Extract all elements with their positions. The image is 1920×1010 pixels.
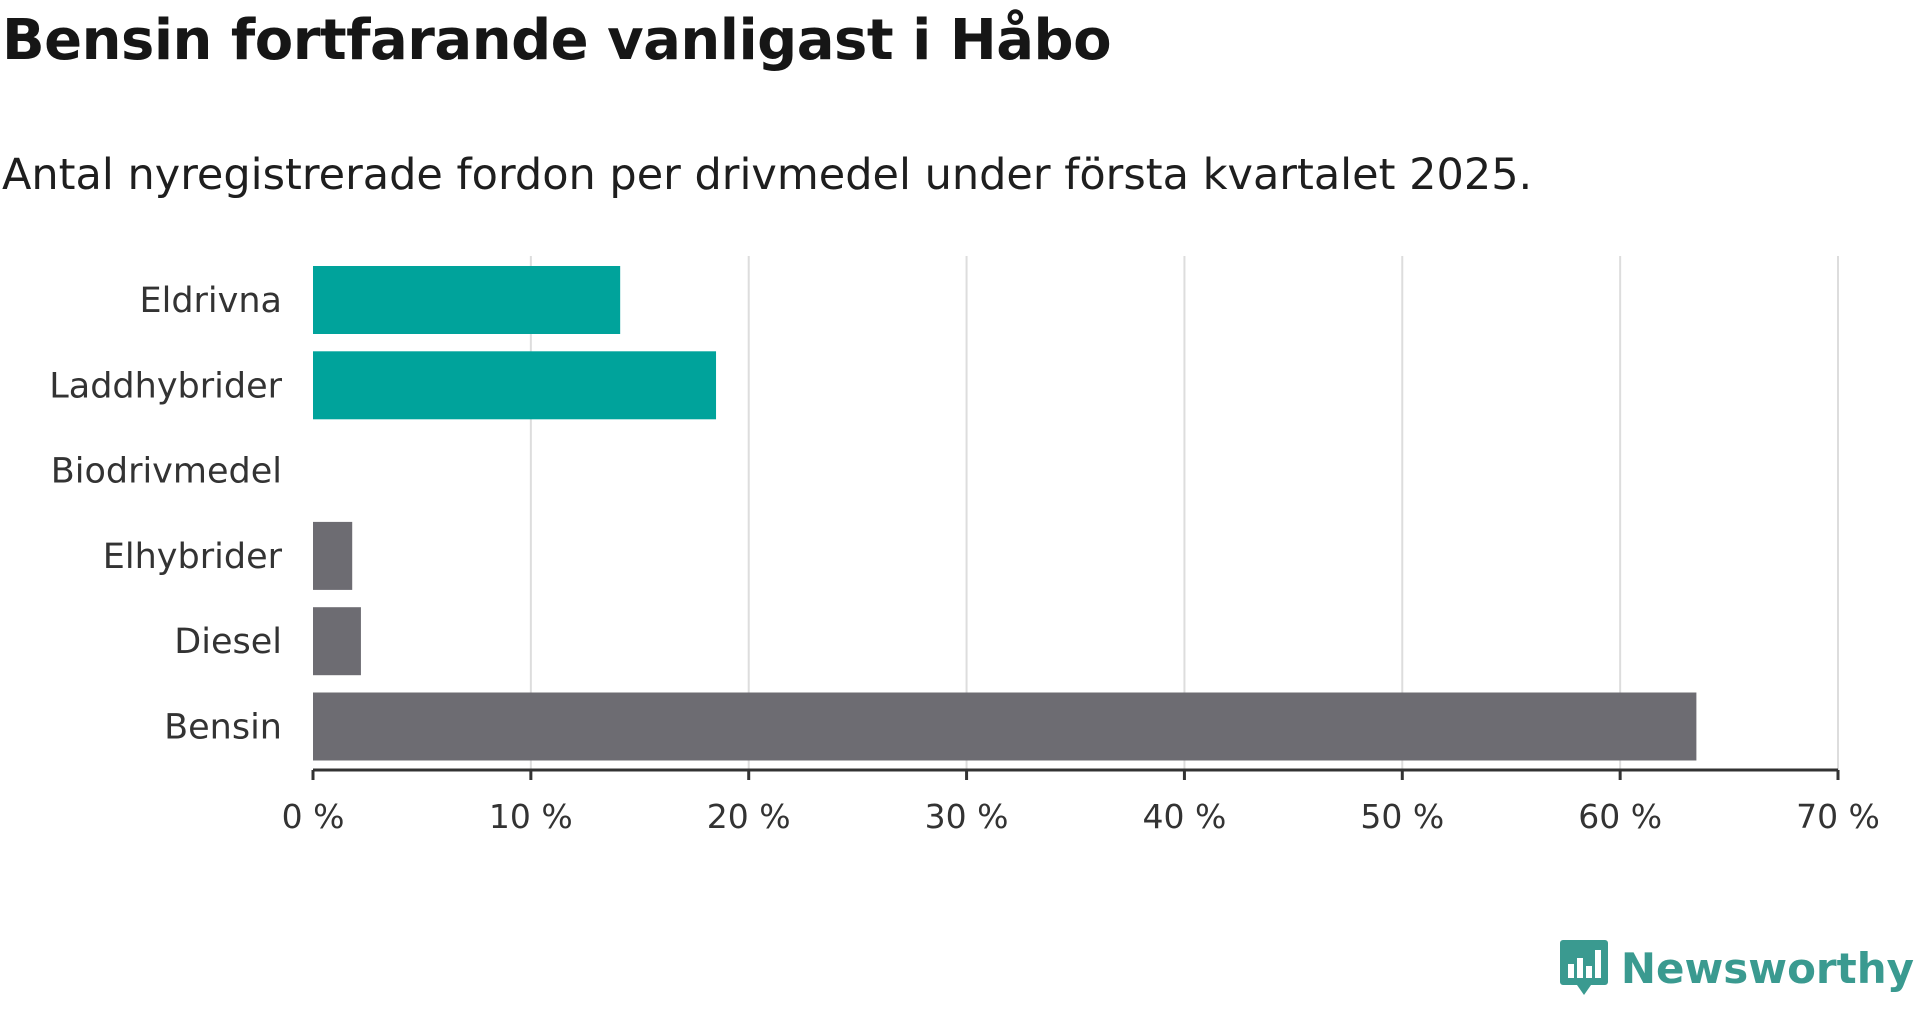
grid-lines bbox=[529, 256, 1839, 770]
bar-diesel bbox=[313, 607, 361, 676]
category-label: Elhybrider bbox=[103, 537, 283, 577]
category-label: Eldrivna bbox=[139, 281, 282, 321]
brand-logo: Newsworthy bbox=[1559, 938, 1914, 998]
x-axis: 0 % 10 % 20 % 30 % 40 % 50 % 60 % 70 % bbox=[282, 768, 1880, 836]
x-tick-label: 70 % bbox=[1796, 797, 1880, 836]
x-tick-label: 50 % bbox=[1360, 797, 1444, 836]
x-tick-label: 20 % bbox=[707, 797, 791, 836]
x-tick-label: 10 % bbox=[489, 797, 573, 836]
category-labels: Eldrivna Laddhybrider Biodrivmedel Elhybrid… bbox=[49, 281, 282, 748]
category-label: Laddhybrider bbox=[49, 366, 282, 406]
category-label: Diesel bbox=[174, 622, 282, 662]
newsworthy-logo-icon bbox=[1559, 940, 1608, 995]
x-tick-label: 30 % bbox=[925, 797, 1009, 836]
x-tick-label: 60 % bbox=[1578, 797, 1662, 836]
x-tick-label: 40 % bbox=[1143, 797, 1227, 836]
bar-elhybrider bbox=[313, 521, 353, 590]
bar-bensin bbox=[313, 692, 1697, 761]
chart-subtitle: Antal nyregistrerade fordon per drivmede… bbox=[2, 150, 1533, 200]
chart-title: Bensin fortfarande vanligast i Håbo bbox=[2, 8, 1112, 73]
x-tick-label: 0 % bbox=[282, 797, 345, 836]
category-label: Biodrivmedel bbox=[51, 452, 282, 492]
category-label: Bensin bbox=[164, 708, 282, 748]
bar-eldrivna bbox=[313, 266, 621, 334]
bar-laddhybrider bbox=[313, 351, 717, 420]
bars bbox=[313, 266, 1697, 761]
brand-name: Newsworthy bbox=[1620, 943, 1914, 993]
